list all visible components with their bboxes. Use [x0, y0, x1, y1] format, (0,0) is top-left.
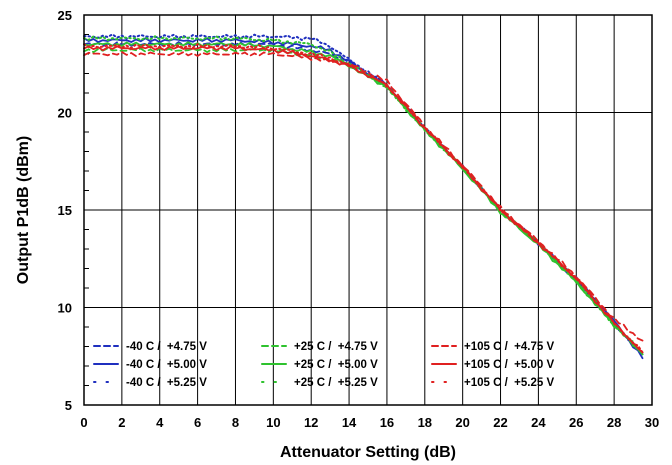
legend-label: +25 C / +5.00 V — [294, 359, 378, 371]
series-layer — [83, 33, 644, 360]
y-tick-label: 25 — [58, 8, 72, 23]
plot-frame — [83, 14, 653, 406]
x-tick-label: 28 — [607, 415, 621, 430]
legend-label: -40 C / +5.25 V — [126, 377, 207, 389]
legend-label: +105 C / +4.75 V — [464, 341, 554, 353]
legend-label: +105 C / +5.00 V — [464, 359, 554, 371]
x-tick-label: 20 — [455, 415, 469, 430]
x-tick-label: 16 — [380, 415, 394, 430]
x-tick-label: 0 — [80, 415, 87, 430]
x-tick-label: 22 — [493, 415, 507, 430]
x-tick-label: 18 — [418, 415, 432, 430]
legend-label: +25 C / +4.75 V — [294, 341, 378, 353]
x-tick-label: 12 — [304, 415, 318, 430]
x-tick-label: 4 — [156, 415, 164, 430]
legend: -40 C / +4.75 V -40 C / +5.00 V -40 C / +5… — [93, 341, 554, 389]
x-tick-label: 14 — [342, 415, 357, 430]
legend-label: -40 C / +4.75 V — [126, 341, 207, 353]
y-tick-labels: 5 10 15 20 25 — [58, 8, 72, 413]
x-tick-label: 6 — [194, 415, 201, 430]
legend-label: -40 C / +5.00 V — [126, 359, 207, 371]
x-tick-label: 30 — [645, 415, 659, 430]
series-line — [83, 43, 644, 354]
y-tick-label: 15 — [58, 203, 72, 218]
legend-label: +25 C / +5.25 V — [294, 377, 378, 389]
x-tick-label: 2 — [118, 415, 125, 430]
y-tick-label: 10 — [58, 301, 72, 316]
y-tick-label: 5 — [65, 398, 72, 413]
legend-label: +105 C / +5.25 V — [464, 377, 554, 389]
x-tick-labels: 0 2 4 6 8 10 12 14 16 18 20 22 24 26 28 30 — [80, 415, 659, 430]
y-axis-title: Output P1dB (dBm) — [15, 136, 32, 284]
x-tick-label: 24 — [531, 415, 546, 430]
x-tick-label: 10 — [266, 415, 280, 430]
x-tick-label: 26 — [569, 415, 583, 430]
x-axis-title: Attenuator Setting (dB) — [280, 444, 456, 461]
x-tick-label: 8 — [232, 415, 239, 430]
y-tick-label: 20 — [58, 106, 72, 121]
